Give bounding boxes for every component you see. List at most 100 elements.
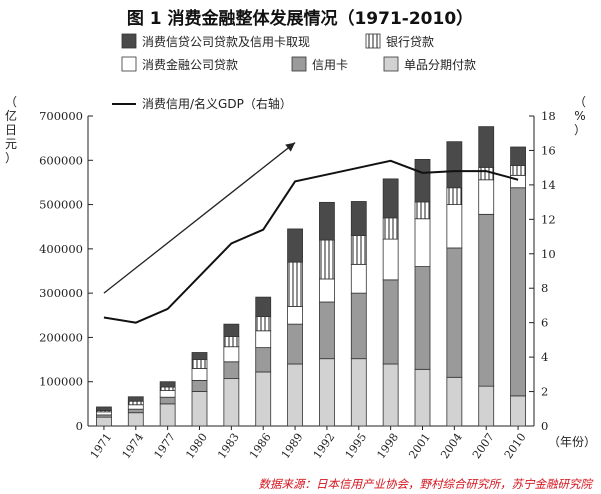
bar-segment-consumer_credit_cards: [127, 396, 144, 402]
bar-segment-consumer_credit_cards: [287, 228, 303, 263]
x-tick-label: 1980: [183, 431, 210, 461]
bar-segment-credit_card: [287, 323, 303, 365]
x-tick-label: 1995: [343, 431, 370, 461]
left-tick-label: 300000: [39, 286, 83, 300]
bar-segment-consumer_credit_cards: [382, 178, 399, 219]
bar-segment-bank_loans: [414, 201, 431, 220]
x-tick-label: 1971: [88, 431, 115, 461]
x-tick-label: 1974: [120, 431, 147, 461]
left-tick-label: 500000: [39, 198, 83, 212]
trend-arrow-head: [285, 142, 296, 152]
bar-segment-finance_companies: [96, 411, 112, 416]
right-tick-label: 6: [541, 316, 548, 330]
bar-segment-finance_companies: [414, 218, 431, 267]
bar-segment-installment: [255, 371, 272, 427]
bar-segment-consumer_credit_cards: [223, 323, 240, 337]
left-axis-title: （亿日元）: [5, 95, 17, 165]
left-tick-label: 600000: [39, 153, 83, 167]
bar-segment-finance_companies: [191, 368, 208, 381]
trend-arrow-layer: [103, 142, 296, 294]
bar-segment-installment: [287, 363, 303, 427]
x-tick-label: 1986: [247, 431, 274, 461]
bar-segment-bank_loans: [350, 235, 367, 265]
bar-segment-installment: [319, 358, 335, 427]
bar-segment-consumer_credit_cards: [350, 201, 367, 236]
right-tick-label: 12: [541, 212, 556, 226]
bar-segment-bank_loans: [127, 400, 144, 406]
bar-segment-installment: [510, 395, 526, 427]
right-tick-label: 2: [541, 385, 548, 399]
bar-segment-consumer_credit_cards: [255, 296, 272, 318]
left-tick-label: 0: [76, 419, 83, 433]
bar-segment-bank_loans: [446, 187, 463, 205]
right-tick-label: 8: [541, 281, 548, 295]
bar-segment-installment: [350, 358, 367, 427]
right-axis-title: （%）: [574, 95, 586, 137]
legend-swatch-consumer_credit_cards: [121, 33, 137, 49]
legend-label-installment: 单品分期付款: [404, 58, 476, 72]
bar-segment-consumer_credit_cards: [96, 406, 112, 411]
bar-segment-bank_loans: [191, 359, 208, 369]
bar-segment-finance_companies: [223, 346, 240, 363]
right-tick-label: 16: [541, 143, 556, 157]
left-tick-label: 200000: [39, 330, 83, 344]
gdp-ratio-line-layer: [103, 159, 519, 324]
x-tick-label: 1989: [279, 431, 306, 461]
legend-label-bank_loans: 银行贷款: [386, 35, 434, 49]
x-tick-label: 2001: [406, 431, 433, 461]
bar-segment-finance_companies: [350, 263, 367, 294]
bar-segment-bank_loans: [478, 166, 495, 181]
bar-segment-credit_card: [414, 266, 431, 370]
bar-segment-bank_loans: [510, 165, 526, 176]
bar-segment-finance_companies: [159, 390, 176, 398]
x-tick-label: 1983: [215, 431, 242, 461]
bar-segment-installment: [382, 363, 399, 427]
bar-segment-bank_loans: [223, 336, 240, 348]
bar-segment-credit_card: [191, 379, 208, 392]
bar-segment-consumer_credit_cards: [478, 126, 495, 168]
left-tick-label: 100000: [39, 375, 83, 389]
bar-segment-bank_loans: [159, 386, 176, 391]
bar-segment-credit_card: [255, 347, 272, 373]
bar-segment-finance_companies: [287, 306, 303, 325]
bar-segment-installment: [96, 416, 112, 427]
bar-segment-consumer_credit_cards: [446, 141, 463, 189]
bar-segment-installment: [223, 378, 240, 427]
bar-segment-finance_companies: [510, 174, 526, 189]
data-source-note: 数据来源：日本信用产业协会，野村综合研究所，苏宁金融研究院: [259, 477, 594, 491]
bar-segment-credit_card: [127, 408, 144, 414]
bar-segment-installment: [159, 403, 176, 427]
bar-segment-finance_companies: [127, 404, 144, 410]
legend-label-credit_card: 信用卡: [312, 58, 348, 72]
x-axis-title: （年份）: [548, 435, 596, 449]
bar-segment-consumer_credit_cards: [191, 352, 208, 360]
bar-segment-consumer_credit_cards: [159, 381, 176, 388]
bar-segment-bank_loans: [255, 316, 272, 332]
bar-segment-credit_card: [159, 396, 176, 405]
legend-label-consumer_credit_cards: 消费信贷公司贷款及信用卡取现: [142, 35, 310, 49]
right-tick-label: 10: [541, 247, 556, 261]
bar-segment-credit_card: [350, 292, 367, 360]
legend-swatch-finance_companies: [121, 56, 137, 72]
x-tick-label: 1977: [151, 431, 178, 461]
chart-title: 图 1 消费金融整体发展情况（1971-2010）: [127, 8, 473, 29]
bar-segment-installment: [127, 412, 144, 427]
trend-arrow-shaft: [103, 142, 296, 294]
legend-swatch-installment: [383, 56, 399, 72]
bar-segment-bank_loans: [287, 261, 303, 307]
bar-segment-credit_card: [510, 187, 526, 397]
gdp-ratio-line: [103, 159, 519, 324]
bars: [96, 126, 526, 427]
bar-segment-credit_card: [446, 247, 463, 378]
bar-segment-credit_card: [382, 279, 399, 365]
bar-segment-installment: [478, 385, 495, 427]
bar-segment-bank_loans: [382, 217, 399, 240]
bar-segment-finance_companies: [446, 204, 463, 249]
right-tick-label: 4: [541, 350, 548, 364]
legend-label-finance_companies: 消费金融公司贷款: [142, 57, 238, 72]
bar-segment-credit_card: [223, 361, 240, 380]
bar-segment-installment: [414, 368, 431, 427]
legend-label-gdp-line: 消费信用/名义GDP（右轴）: [142, 96, 292, 111]
